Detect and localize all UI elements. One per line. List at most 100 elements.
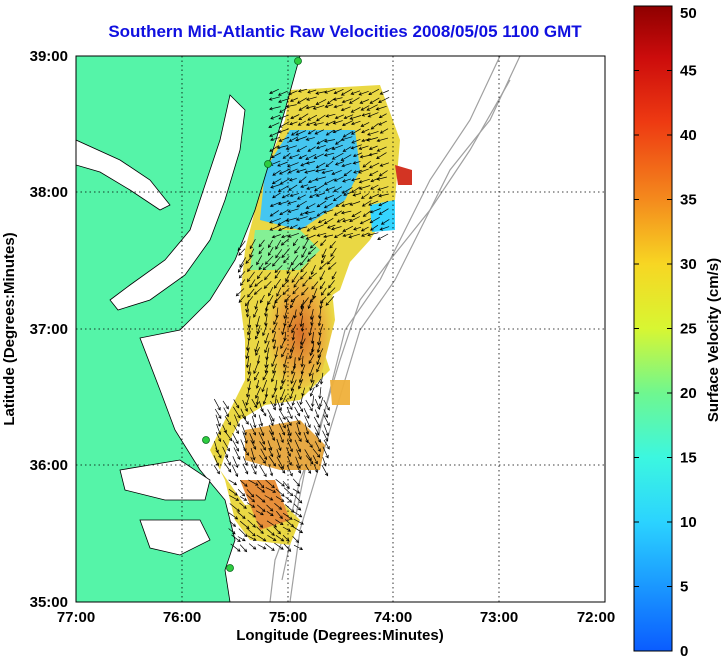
station-marker <box>226 564 234 572</box>
velocity-arrow <box>286 447 291 457</box>
station-marker <box>264 160 272 168</box>
velocity-arrow <box>258 239 265 248</box>
velocity-arrow <box>285 416 292 427</box>
velocity-arrow <box>288 315 294 328</box>
velocity-arrow <box>331 169 342 176</box>
velocity-arrow <box>259 464 267 478</box>
velocity-arrow <box>332 120 343 125</box>
velocity-arrow <box>317 333 322 346</box>
velocity-arrow <box>264 543 275 551</box>
velocity-arrow <box>323 139 336 143</box>
velocity-arrow <box>313 464 319 474</box>
x-axis-label: Longitude (Degrees:Minutes) <box>236 627 444 644</box>
velocity-arrow <box>269 145 279 152</box>
velocity-arrow <box>289 178 297 182</box>
velocity-arrow <box>361 193 369 199</box>
velocity-arrow <box>213 455 220 467</box>
velocity-arrow <box>316 232 327 237</box>
velocity-arrow <box>238 528 248 538</box>
velocity-arrow <box>319 299 324 310</box>
velocity-arrow <box>270 184 281 189</box>
velocity-arrow <box>262 371 269 381</box>
velocity-arrow <box>243 447 250 456</box>
velocity-arrow <box>341 187 353 194</box>
velocity-arrow <box>271 331 276 343</box>
velocity-arrow <box>332 194 342 202</box>
velocity-arrow <box>331 144 343 150</box>
velocity-arrow <box>316 200 327 208</box>
velocity-arrow <box>326 256 335 265</box>
velocity-arrow <box>321 254 326 264</box>
velocity-arrow <box>298 104 309 111</box>
velocity-arrow <box>278 464 286 474</box>
velocity-arrow <box>293 518 304 525</box>
velocity-arrow <box>323 439 330 450</box>
velocity-arrow <box>277 98 290 103</box>
velocity-arrow <box>370 184 379 190</box>
velocity-arrow <box>260 448 267 461</box>
velocity-arrow <box>334 114 344 120</box>
velocity-arrow <box>261 379 268 393</box>
velocity-arrow <box>263 280 272 289</box>
velocity-arrow <box>325 120 336 126</box>
velocity-arrow <box>328 280 335 289</box>
velocity-arrow <box>288 154 300 159</box>
velocity-arrow <box>279 209 288 216</box>
velocity-arrow <box>251 398 258 409</box>
map-title: Southern Mid-Atlantic Raw Velocities 200… <box>108 22 582 41</box>
y-tick-label: 35:00 <box>30 594 68 611</box>
velocity-arrow <box>299 332 304 346</box>
velocity-arrow <box>315 168 326 173</box>
velocity-arrow <box>232 433 239 445</box>
velocity-arrow <box>286 406 293 420</box>
velocity-arrow <box>290 298 296 309</box>
velocity-arrow <box>359 154 371 159</box>
velocity-arrow <box>375 105 387 111</box>
velocity-arrow <box>248 512 257 518</box>
velocity-arrow <box>335 201 345 207</box>
velocity-arrow <box>304 422 310 435</box>
velocity-arrow <box>320 287 327 296</box>
velocity-arrow <box>256 526 264 535</box>
velocity-arrow <box>342 130 353 138</box>
velocity-arrow <box>276 438 282 452</box>
velocity-arrow <box>237 536 246 542</box>
velocity-arrow <box>368 170 379 176</box>
velocity-arrow <box>276 287 282 297</box>
velocity-arrow <box>300 262 309 273</box>
velocity-arrow <box>333 88 344 95</box>
velocity-arrow <box>276 456 284 470</box>
velocity-arrow <box>229 520 237 528</box>
velocity-arrow <box>312 105 325 110</box>
velocity-arrow <box>342 218 351 223</box>
velocity-arrow <box>306 186 317 190</box>
velocity-arrow <box>327 262 337 270</box>
velocity-arrow <box>289 193 300 198</box>
colorbar-tick-label: 5 <box>680 579 688 596</box>
velocity-arrow <box>315 114 326 122</box>
velocity-arrow <box>233 399 240 409</box>
velocity-arrow <box>310 315 314 326</box>
velocity-arrow <box>367 112 379 118</box>
velocity-arrow <box>246 494 256 503</box>
y-axis-ticks: 39:00 38:00 37:00 36:00 35:00 <box>30 48 68 611</box>
velocity-arrow <box>268 463 274 477</box>
velocity-arrow <box>247 528 256 537</box>
velocity-arrow <box>277 161 288 167</box>
velocity-arrow <box>312 448 321 458</box>
velocity-arrow <box>292 287 299 295</box>
colorbar-tick-label: 15 <box>680 450 697 467</box>
velocity-arrow <box>274 265 283 274</box>
velocity-arrow <box>295 456 301 469</box>
velocity-arrow <box>343 114 354 120</box>
velocity-arrow <box>295 130 307 136</box>
velocity-arrow <box>291 272 299 284</box>
velocity-arrow <box>264 332 269 344</box>
velocity-arrow <box>273 315 279 325</box>
velocity-arrow <box>326 224 336 229</box>
velocity-arrow <box>278 225 290 232</box>
velocity-arrow <box>323 234 334 239</box>
plot-border <box>75 55 606 603</box>
velocity-arrow <box>296 464 302 474</box>
colorbar-tick-label: 20 <box>680 385 697 402</box>
